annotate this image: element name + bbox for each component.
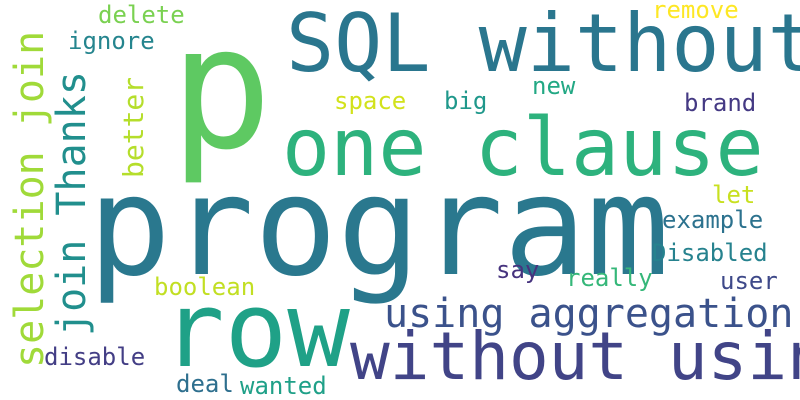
word-join-thanks: join Thanks bbox=[49, 71, 95, 336]
word-without-using: without using bbox=[350, 318, 800, 395]
word-let: let bbox=[712, 181, 756, 209]
word-new: new bbox=[532, 72, 576, 100]
word-example: example bbox=[662, 206, 764, 234]
word-boolean: boolean bbox=[154, 273, 256, 301]
word-really: really bbox=[566, 264, 653, 292]
word-row: row bbox=[162, 269, 350, 391]
word-program: program bbox=[88, 146, 670, 307]
word-deal: deal bbox=[176, 370, 234, 398]
word-brand: brand bbox=[684, 89, 757, 117]
word-big: big bbox=[444, 87, 488, 115]
word-remove: remove bbox=[652, 0, 739, 24]
word-better: better bbox=[117, 76, 150, 178]
word-selection-join: selection join bbox=[7, 30, 53, 368]
word-one-clause: one clause bbox=[282, 101, 764, 194]
word-disabled: Disabled bbox=[652, 239, 768, 267]
word-user: user bbox=[720, 267, 778, 295]
word-using-aggregation: using aggregation bbox=[384, 291, 794, 337]
word-sql-without: SQL without bbox=[286, 0, 800, 90]
word-ignore: ignore bbox=[68, 27, 155, 55]
word-delete: delete bbox=[98, 1, 185, 29]
word-p: p bbox=[170, 0, 273, 188]
word-space: space bbox=[334, 87, 407, 115]
word-wanted: wanted bbox=[240, 372, 327, 400]
word-say: say bbox=[496, 256, 540, 284]
word-disable: disable bbox=[44, 343, 146, 371]
